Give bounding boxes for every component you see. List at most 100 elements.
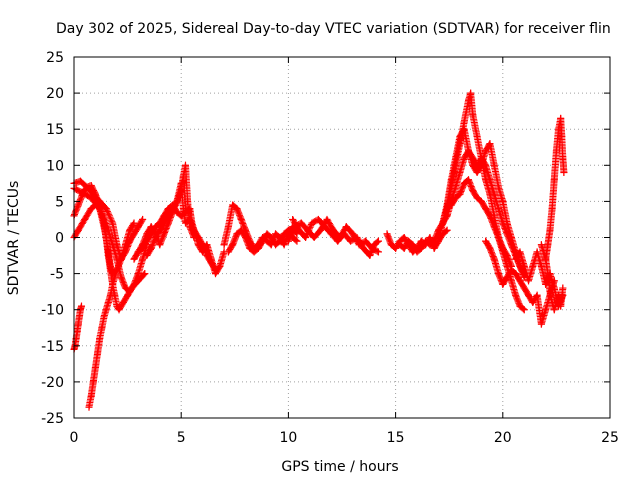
data-point xyxy=(555,291,563,299)
data-point xyxy=(203,241,211,249)
data-point xyxy=(254,244,262,252)
data-point xyxy=(469,111,477,119)
series-track-m xyxy=(289,215,382,260)
data-point xyxy=(87,194,95,202)
data-point xyxy=(293,237,301,245)
data-point xyxy=(555,125,563,133)
data-point xyxy=(130,219,138,227)
data-point xyxy=(482,237,490,245)
y-tick-label: -15 xyxy=(41,339,64,355)
y-tick-label: 20 xyxy=(46,86,64,102)
data-point xyxy=(426,234,434,241)
data-point xyxy=(452,154,460,162)
data-point xyxy=(119,298,127,306)
data-point xyxy=(359,244,367,252)
data-point xyxy=(507,277,515,285)
data-point xyxy=(482,147,490,155)
data-point xyxy=(141,270,149,278)
data-point xyxy=(81,215,89,223)
data-point xyxy=(263,230,271,238)
data-point xyxy=(233,205,241,213)
data-point xyxy=(186,205,194,213)
data-point xyxy=(237,226,245,234)
y-axis-title: SDTVAR / TECUs xyxy=(6,181,22,296)
y-tick-label: 15 xyxy=(46,122,64,138)
data-point xyxy=(104,298,112,306)
data-point xyxy=(503,230,511,238)
data-point xyxy=(74,201,82,209)
data-point xyxy=(246,244,254,252)
data-point xyxy=(544,241,552,249)
data-point xyxy=(164,205,172,213)
data-point xyxy=(314,215,322,223)
data-point xyxy=(79,189,87,197)
data-point xyxy=(113,255,121,263)
data-point xyxy=(537,320,545,328)
data-point xyxy=(169,201,177,209)
y-tick-label: -25 xyxy=(41,411,64,427)
data-point xyxy=(559,154,567,162)
data-point xyxy=(102,234,110,241)
data-point xyxy=(366,252,374,260)
data-point xyxy=(184,197,192,205)
data-point xyxy=(102,306,110,314)
data-point xyxy=(96,205,104,213)
data-point xyxy=(400,244,408,252)
data-point xyxy=(100,313,108,321)
data-point xyxy=(126,226,134,234)
data-point xyxy=(533,291,541,299)
data-point xyxy=(409,241,417,249)
data-point xyxy=(477,197,485,205)
data-point xyxy=(490,161,498,169)
data-point xyxy=(109,219,117,227)
data-point xyxy=(134,270,142,278)
data-point xyxy=(74,226,82,234)
data-point xyxy=(98,324,106,332)
data-point xyxy=(160,212,168,220)
data-point xyxy=(404,237,412,245)
data-point xyxy=(374,248,382,256)
data-point xyxy=(520,306,528,314)
x-tick-label: 10 xyxy=(279,430,297,446)
data-point xyxy=(557,114,565,122)
data-point xyxy=(516,302,524,310)
data-point xyxy=(550,306,558,314)
data-point xyxy=(516,277,524,285)
y-tick-label: 10 xyxy=(46,158,64,174)
data-point xyxy=(272,230,280,238)
data-point xyxy=(229,201,237,209)
data-point xyxy=(229,241,237,249)
chart-title: Day 302 of 2025, Sidereal Day-to-day VTE… xyxy=(56,21,611,37)
data-point xyxy=(467,89,475,97)
data-point xyxy=(447,201,455,209)
data-point xyxy=(111,273,119,281)
data-point xyxy=(503,252,511,260)
data-point xyxy=(477,154,485,162)
data-point xyxy=(495,234,503,241)
data-point xyxy=(87,205,95,213)
data-point xyxy=(272,241,280,249)
data-point xyxy=(199,248,207,256)
data-point xyxy=(340,230,348,238)
data-point xyxy=(383,230,391,238)
data-point xyxy=(464,147,472,155)
data-point xyxy=(151,223,159,231)
series-track-s xyxy=(447,176,515,270)
data-point xyxy=(128,284,136,292)
data-point xyxy=(280,230,288,238)
series-track-d xyxy=(70,184,149,314)
data-point xyxy=(370,241,378,249)
data-point xyxy=(100,219,108,227)
data-point xyxy=(73,327,81,335)
data-point xyxy=(160,230,168,238)
data-point xyxy=(85,403,93,411)
data-point xyxy=(106,266,114,274)
data-point xyxy=(552,298,560,306)
data-point xyxy=(512,291,520,299)
data-point xyxy=(121,284,129,292)
data-point xyxy=(143,237,151,245)
data-point xyxy=(460,125,468,133)
series-track-q xyxy=(439,125,528,278)
data-point xyxy=(452,183,460,191)
